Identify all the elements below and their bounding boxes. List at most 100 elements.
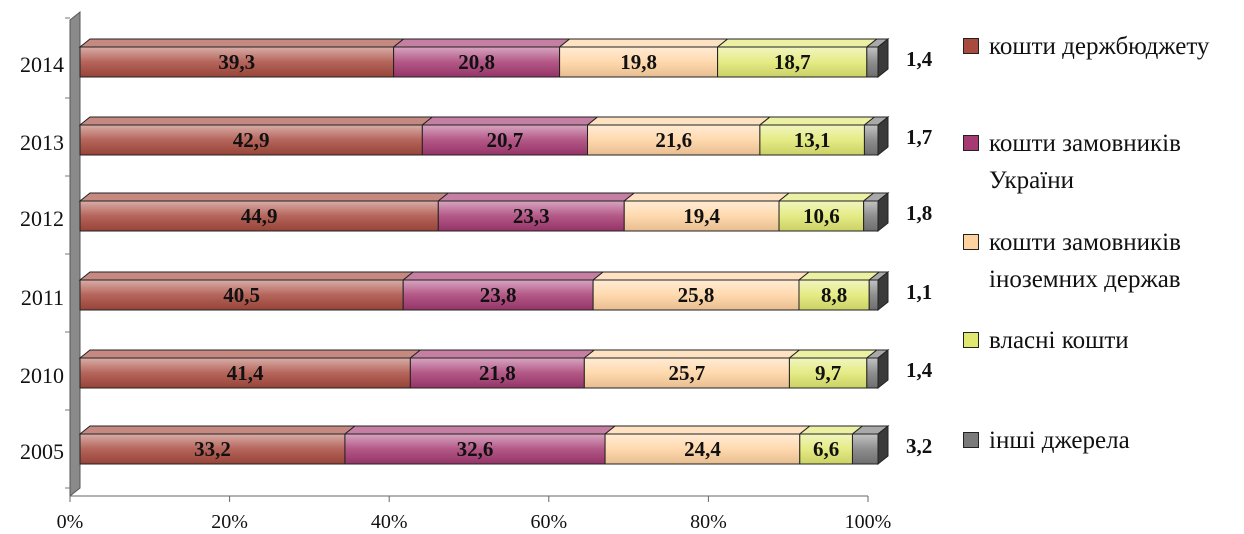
data-label: 18,7 <box>774 50 811 74</box>
bar-top-face <box>408 349 596 359</box>
legend-label: власні кошти <box>989 327 1129 354</box>
bar-top-face <box>582 349 801 359</box>
bar-front-face <box>79 46 395 78</box>
data-label: 21,8 <box>479 361 516 385</box>
data-label: 6,6 <box>813 437 839 461</box>
bar-front-face <box>863 200 879 232</box>
bar-segment <box>777 192 876 232</box>
legend-swatch <box>963 38 979 54</box>
data-label-outside: 1,4 <box>906 47 933 71</box>
legend-item: власні кошти <box>963 322 1244 359</box>
x-tick-label: 20% <box>211 511 248 533</box>
bar-front-face <box>866 357 879 389</box>
y-category-label: 2014 <box>20 52 64 77</box>
bar-front-face <box>778 200 865 232</box>
bar-front-face <box>592 279 800 311</box>
bar-top-face <box>777 192 876 202</box>
bar-front-face <box>409 357 585 389</box>
data-label: 21,6 <box>655 128 692 152</box>
data-label-outside: 3,2 <box>906 434 932 458</box>
bar-front-face <box>79 200 439 232</box>
bar-segment <box>420 116 599 156</box>
y-category-label: 2005 <box>20 439 64 464</box>
legend-swatch <box>963 135 979 151</box>
bar-front-face <box>866 46 879 78</box>
x-tick-label: 80% <box>690 511 727 533</box>
bar-segment <box>603 425 812 465</box>
bar-side-face <box>877 191 889 233</box>
legend-item: кошти замовників іноземних держав <box>963 224 1244 298</box>
bar-segment <box>78 38 406 78</box>
data-label-outside: 1,1 <box>906 280 932 304</box>
data-label: 32,6 <box>457 437 494 461</box>
bar-segment <box>798 425 864 465</box>
bar-top-face <box>787 349 879 359</box>
data-label: 24,4 <box>684 437 721 461</box>
data-label: 8,8 <box>821 283 847 307</box>
data-label: 41,4 <box>227 361 264 385</box>
x-tick-label: 0% <box>57 511 84 533</box>
bar-segment <box>758 116 876 156</box>
data-label: 19,4 <box>683 204 720 228</box>
bar-segment <box>591 271 811 311</box>
bar-top-face <box>758 116 876 126</box>
legend-label: кошти замовників іноземних держав <box>989 229 1181 293</box>
bar-front-face <box>583 357 790 389</box>
legend-swatch <box>963 234 979 250</box>
data-label: 23,3 <box>513 204 550 228</box>
bar-segment <box>867 271 890 311</box>
bar-top-face <box>78 349 422 359</box>
legend-item: кошти держбюджету <box>963 28 1244 65</box>
bar-segment <box>582 349 801 389</box>
bar-top-face <box>401 271 605 281</box>
y-category-label: 2012 <box>20 206 64 231</box>
bar-top-face <box>343 425 617 435</box>
data-label: 9,7 <box>815 361 841 385</box>
bar-top-face <box>78 116 434 126</box>
bar-segment <box>716 38 879 78</box>
legend-swatch <box>963 332 979 348</box>
bar-segment <box>586 116 772 156</box>
data-label: 13,1 <box>794 128 831 152</box>
bar-front-face <box>559 46 719 78</box>
bar-top-face <box>716 38 879 48</box>
bar-segment <box>787 349 879 389</box>
bar-segment <box>862 192 890 232</box>
bar-side-face <box>877 37 889 79</box>
x-tick-label: 100% <box>845 511 892 533</box>
bar-top-face <box>797 271 881 281</box>
data-label: 40,5 <box>223 283 260 307</box>
bar-top-face <box>436 192 636 202</box>
bar-segment <box>622 192 791 232</box>
bar-front-face <box>623 200 780 232</box>
bar-segment <box>558 38 730 78</box>
y-category-label: 2010 <box>20 363 64 388</box>
bar-front-face <box>759 124 865 156</box>
bar-front-face <box>344 433 606 465</box>
bar-top-face <box>558 38 730 48</box>
data-label: 25,8 <box>678 283 715 307</box>
bar-top-face <box>78 425 357 435</box>
data-label: 19,8 <box>620 50 657 74</box>
bar-top-face <box>603 425 812 435</box>
bar-top-face <box>586 116 772 126</box>
bar-top-face <box>798 425 864 435</box>
bar-segment <box>392 38 572 78</box>
data-label: 20,7 <box>487 128 524 152</box>
bar-segment <box>78 271 415 311</box>
bar-side-face <box>877 348 889 390</box>
bar-front-face <box>79 433 346 465</box>
bar-front-face <box>79 124 423 156</box>
bar-segment <box>401 271 605 311</box>
legend-label: кошти держбюджету <box>989 33 1210 60</box>
data-label: 25,7 <box>669 361 706 385</box>
data-label: 23,8 <box>480 283 517 307</box>
bar-segment <box>797 271 881 311</box>
y-category-label: 2011 <box>21 285 64 310</box>
data-label-outside: 1,7 <box>906 125 932 149</box>
plot-area: 0% 20% 40% 60% 80% 100% 2014 39,3 20,8 19,8 18,7 1,… <box>20 10 933 533</box>
bar-top-face <box>78 38 406 48</box>
bar-front-face <box>437 200 625 232</box>
data-label: 39,3 <box>218 50 255 74</box>
